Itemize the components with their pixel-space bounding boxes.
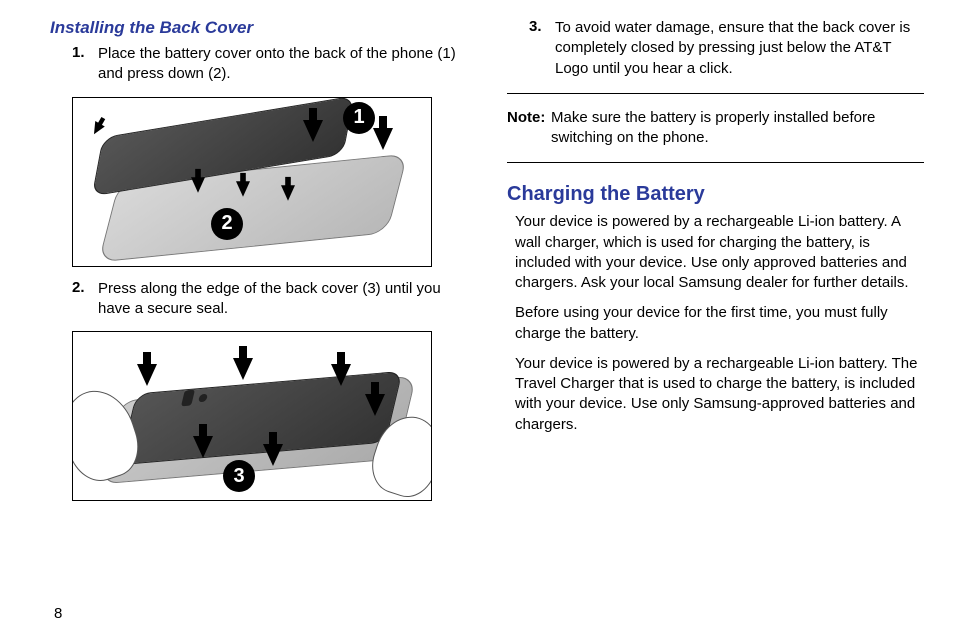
charging-battery-title: Charging the Battery (507, 183, 924, 206)
note-battery-installed: Note: Make sure the battery is properly … (507, 108, 924, 149)
right-column: 3. To avoid water damage, ensure that th… (507, 18, 924, 618)
divider-bottom (507, 162, 924, 163)
charging-p3: Your device is powered by a rechargeable… (507, 354, 924, 435)
step-1-number: 1. (72, 44, 98, 85)
figure-install-cover: 1 2 (72, 97, 432, 267)
charging-p1: Your device is powered by a rechargeable… (507, 212, 924, 293)
step-2-number: 2. (72, 279, 98, 320)
figure-badge-1: 1 (343, 102, 375, 134)
left-column: Installing the Back Cover 1. Place the b… (50, 18, 467, 618)
note-label: Note: (507, 108, 551, 149)
figure-badge-3: 3 (223, 460, 255, 492)
step-2-text: Press along the edge of the back cover (… (98, 279, 467, 320)
charging-p2: Before using your device for the first t… (507, 303, 924, 344)
step-3-text: To avoid water damage, ensure that the b… (555, 18, 924, 79)
page-number: 8 (54, 605, 62, 622)
step-3-number: 3. (529, 18, 555, 79)
step-2: 2. Press along the edge of the back cove… (50, 279, 467, 320)
step-3: 3. To avoid water damage, ensure that th… (507, 18, 924, 79)
divider-top (507, 93, 924, 94)
step-1: 1. Place the battery cover onto the back… (50, 44, 467, 85)
installing-back-cover-title: Installing the Back Cover (50, 18, 467, 38)
figure-badge-2: 2 (211, 208, 243, 240)
figure-press-edges: 3 (72, 331, 432, 501)
note-text: Make sure the battery is properly instal… (551, 108, 924, 149)
step-1-text: Place the battery cover onto the back of… (98, 44, 467, 85)
